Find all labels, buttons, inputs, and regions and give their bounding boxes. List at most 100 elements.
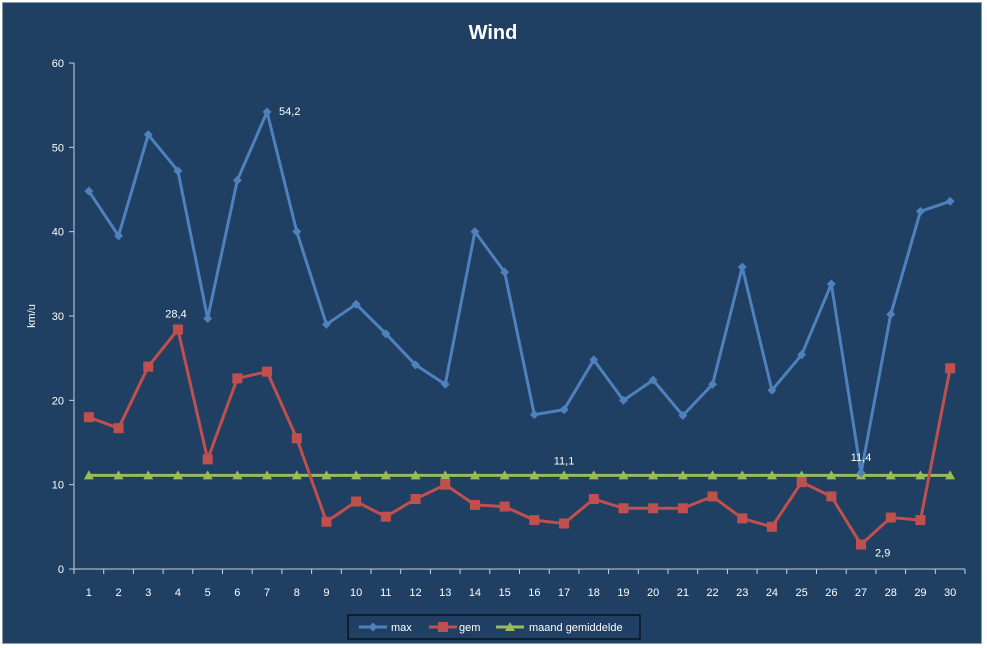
series-max [84,107,955,478]
data-point-max [143,130,153,140]
data-point-max [945,196,955,206]
x-tick-label: 19 [617,587,629,599]
data-point-gem [648,503,659,514]
data-point-maand-gemiddelde [83,470,94,480]
data-label: 11,1 [554,455,575,467]
data-point-maand-gemiddelde [351,470,362,480]
data-point-maand-gemiddelde [143,470,154,480]
data-point-maand-gemiddelde [618,470,629,480]
x-tick-label: 14 [469,587,481,599]
data-point-gem [796,477,807,488]
series-line-gem [88,327,952,547]
x-tick-label: 15 [499,587,511,599]
legend-label: gem [459,622,480,634]
data-point-gem [232,373,243,384]
data-point-maand-gemiddelde [915,470,926,480]
data-point-max [915,206,925,216]
data-point-max [500,267,510,277]
series-line-max [87,110,951,475]
series-maand-gemiddelde [83,470,956,480]
x-tick-label: 24 [766,587,778,599]
data-point-max [678,411,688,421]
data-point-maand-gemiddelde [766,470,777,480]
data-point-gem [826,491,837,502]
data-point-maand-gemiddelde [232,470,243,480]
data-point-gem [83,412,94,423]
data-point-maand-gemiddelde [380,470,391,480]
data-point-gem [618,503,629,514]
data-label: 11,4 [851,452,872,464]
data-point-max [589,355,599,365]
legend-marker-max [368,622,378,632]
x-tick-label: 2 [115,587,121,599]
data-point-max [381,329,391,339]
x-tick-label: 28 [885,587,897,599]
y-axis-label: km/u [26,304,38,328]
data-point-max [232,175,242,185]
x-tick-label: 25 [796,587,808,599]
y-tick-label: 50 [52,142,64,154]
data-point-gem [143,361,154,372]
data-point-gem [321,516,332,527]
y-tick-label: 0 [58,564,64,576]
x-tick-label: 29 [914,587,926,599]
data-point-maand-gemiddelde [677,470,688,480]
data-label: 54,2 [279,106,300,118]
data-point-max [173,166,183,176]
data-label: 2,9 [875,548,890,560]
legend-label: maand gemiddelde [529,622,623,634]
legend-marker-maand-gemiddelde [505,622,515,631]
legend-marker-gem [438,622,448,632]
data-point-maand-gemiddelde [945,470,956,480]
data-point-max [648,375,658,385]
data-point-max [856,468,866,478]
data-point-gem [113,423,124,434]
data-labels: 54,2 28,4 11,1 11,4 2,9 [165,106,890,560]
data-point-max [203,314,213,324]
data-point-gem [766,521,777,532]
x-tick-label: 9 [323,587,329,599]
x-tick-label: 12 [409,587,421,599]
data-point-max [886,309,896,319]
data-point-maand-gemiddelde [113,470,124,480]
x-tick-label: 30 [944,587,956,599]
x-tick-label: 27 [855,587,867,599]
x-tick-label: 22 [706,587,718,599]
data-point-gem [707,491,718,502]
x-tick-label: 4 [175,587,181,599]
data-point-gem [410,494,421,505]
legend-box [347,614,641,640]
data-point-gem [469,499,480,510]
data-point-gem [202,454,213,465]
y-tick-label: 30 [52,311,64,323]
series-gem [83,324,956,550]
legend: max gem maand gemiddelde [347,614,641,640]
x-tick-label: 8 [294,587,300,599]
x-tick-label: 7 [264,587,270,599]
data-point-gem [588,494,599,505]
series-layer [83,107,956,550]
data-point-maand-gemiddelde [291,470,302,480]
data-point-max [708,379,718,389]
data-point-max [411,360,421,370]
data-point-maand-gemiddelde [559,470,570,480]
data-point-maand-gemiddelde [885,470,896,480]
data-point-max [114,231,124,241]
data-point-gem [885,512,896,523]
data-point-maand-gemiddelde [588,470,599,480]
data-point-maand-gemiddelde [202,470,213,480]
data-point-maand-gemiddelde [826,470,837,480]
data-point-maand-gemiddelde [440,470,451,480]
x-tick-label: 10 [350,587,362,599]
data-point-max [529,410,539,420]
x-tick-label: 21 [677,587,689,599]
data-point-gem [856,539,867,550]
chart-title: Wind [469,22,518,44]
x-tick-label: 13 [439,587,451,599]
data-point-gem [172,324,183,335]
data-point-maand-gemiddelde [707,470,718,480]
data-point-gem [291,433,302,444]
